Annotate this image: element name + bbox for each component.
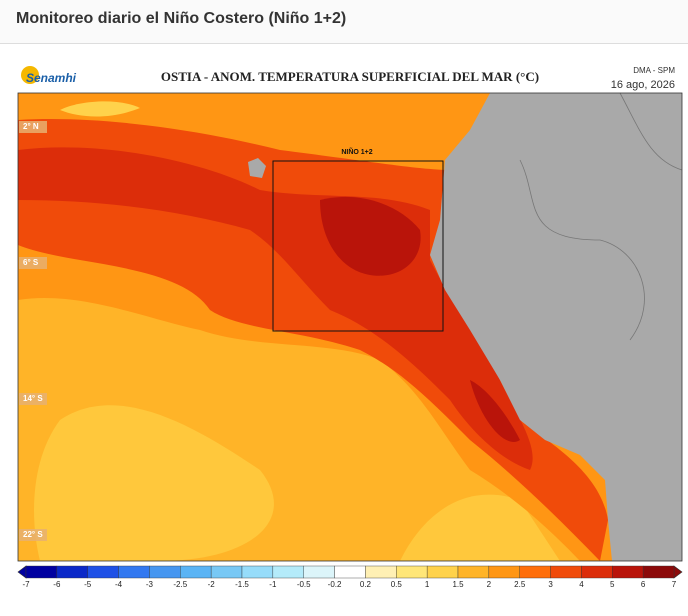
warm-patch [60,101,140,117]
colorbar-segment [519,565,551,579]
colorbar-label: -1 [269,580,277,589]
colorbar-label: 5 [610,580,615,589]
latitude-box [19,257,47,269]
logo-sun [21,66,39,84]
region-label: NIÑO 1+2 [341,147,372,156]
colorbar-label: 1.5 [452,580,464,589]
latitude-box [19,529,47,541]
colorbar-label: -0.5 [297,580,311,589]
colorbar-end [17,565,27,579]
warm-patch [34,405,274,561]
colorbar-segment [272,565,304,579]
colorbar-label: -6 [53,580,61,589]
colorbar-segment [180,565,212,579]
map-frame [17,92,683,562]
header-title: Monitoreo diario el Niño Costero (Niño 1… [0,0,688,44]
latitude-label: 14° S [23,394,43,403]
warm-patch [400,494,560,561]
colorbar-label: 4 [579,580,584,589]
colorbar-label: -0.2 [328,580,342,589]
figure-title: OSTIA - ANOM. TEMPERATURA SUPERFICIAL DE… [161,69,539,84]
colorbar-label: 0.5 [391,580,403,589]
latitude-label: 6° S [23,258,39,267]
logo: Senamhi [26,71,77,85]
colorbar-label: 7 [672,580,677,589]
colorbar-segment [365,565,397,579]
date: 16 ago, 2026 [611,79,675,91]
colorbar-segment [642,565,675,579]
colorbar-segment [118,565,150,579]
latitude-box [19,393,47,405]
colorbar-segment [87,565,119,579]
colorbar-label: 1 [425,580,430,589]
colorbar-label: -7 [22,580,30,589]
colorbar-label: 0.2 [360,580,372,589]
colorbar-segment [581,565,613,579]
colorbar-label: 3 [548,580,553,589]
colorbar-segment [396,565,428,579]
colorbar-label: -5 [84,580,92,589]
colorbar-end [673,565,683,579]
land [430,93,682,561]
latitude-label: 2° N [23,122,39,131]
colorbar-segment [303,565,335,579]
colorbar-segment [25,565,58,579]
colorbar-label: 2.5 [514,580,526,589]
colorbar-segment [550,565,582,579]
borders [519,92,683,341]
colorbar-segment [426,565,459,579]
latitude-box [19,121,47,133]
colorbar-label: -2 [208,580,216,589]
colorbar-segment [149,565,181,579]
colorbar-segment [612,565,644,579]
map: NIÑO 1+2 [17,92,683,562]
colorbar-label: -1.5 [235,580,249,589]
islands [248,158,266,178]
source: DMA - SPM [633,66,675,75]
colorbar-segment [56,565,88,579]
hottest-area [320,196,421,276]
latitude-label: 22° S [23,530,43,539]
colorbar-segment [210,565,243,579]
colorbar-label: 6 [641,580,646,589]
colorbar-label: 2 [487,580,492,589]
region-box [272,160,444,332]
colorbar-segment [457,565,490,579]
colorbar-segment [488,565,520,579]
hot-area [18,119,608,561]
colorbar-segment [334,565,366,579]
colorbar-label: -3 [146,580,154,589]
colorbar-label: -4 [115,580,123,589]
colorbar-label: -2.5 [173,580,187,589]
figure: Senamhi OSTIA - ANOM. TEMPERATURA SUPERF… [17,66,683,589]
colorbar-segment [241,565,274,579]
hottest-area [470,380,520,442]
